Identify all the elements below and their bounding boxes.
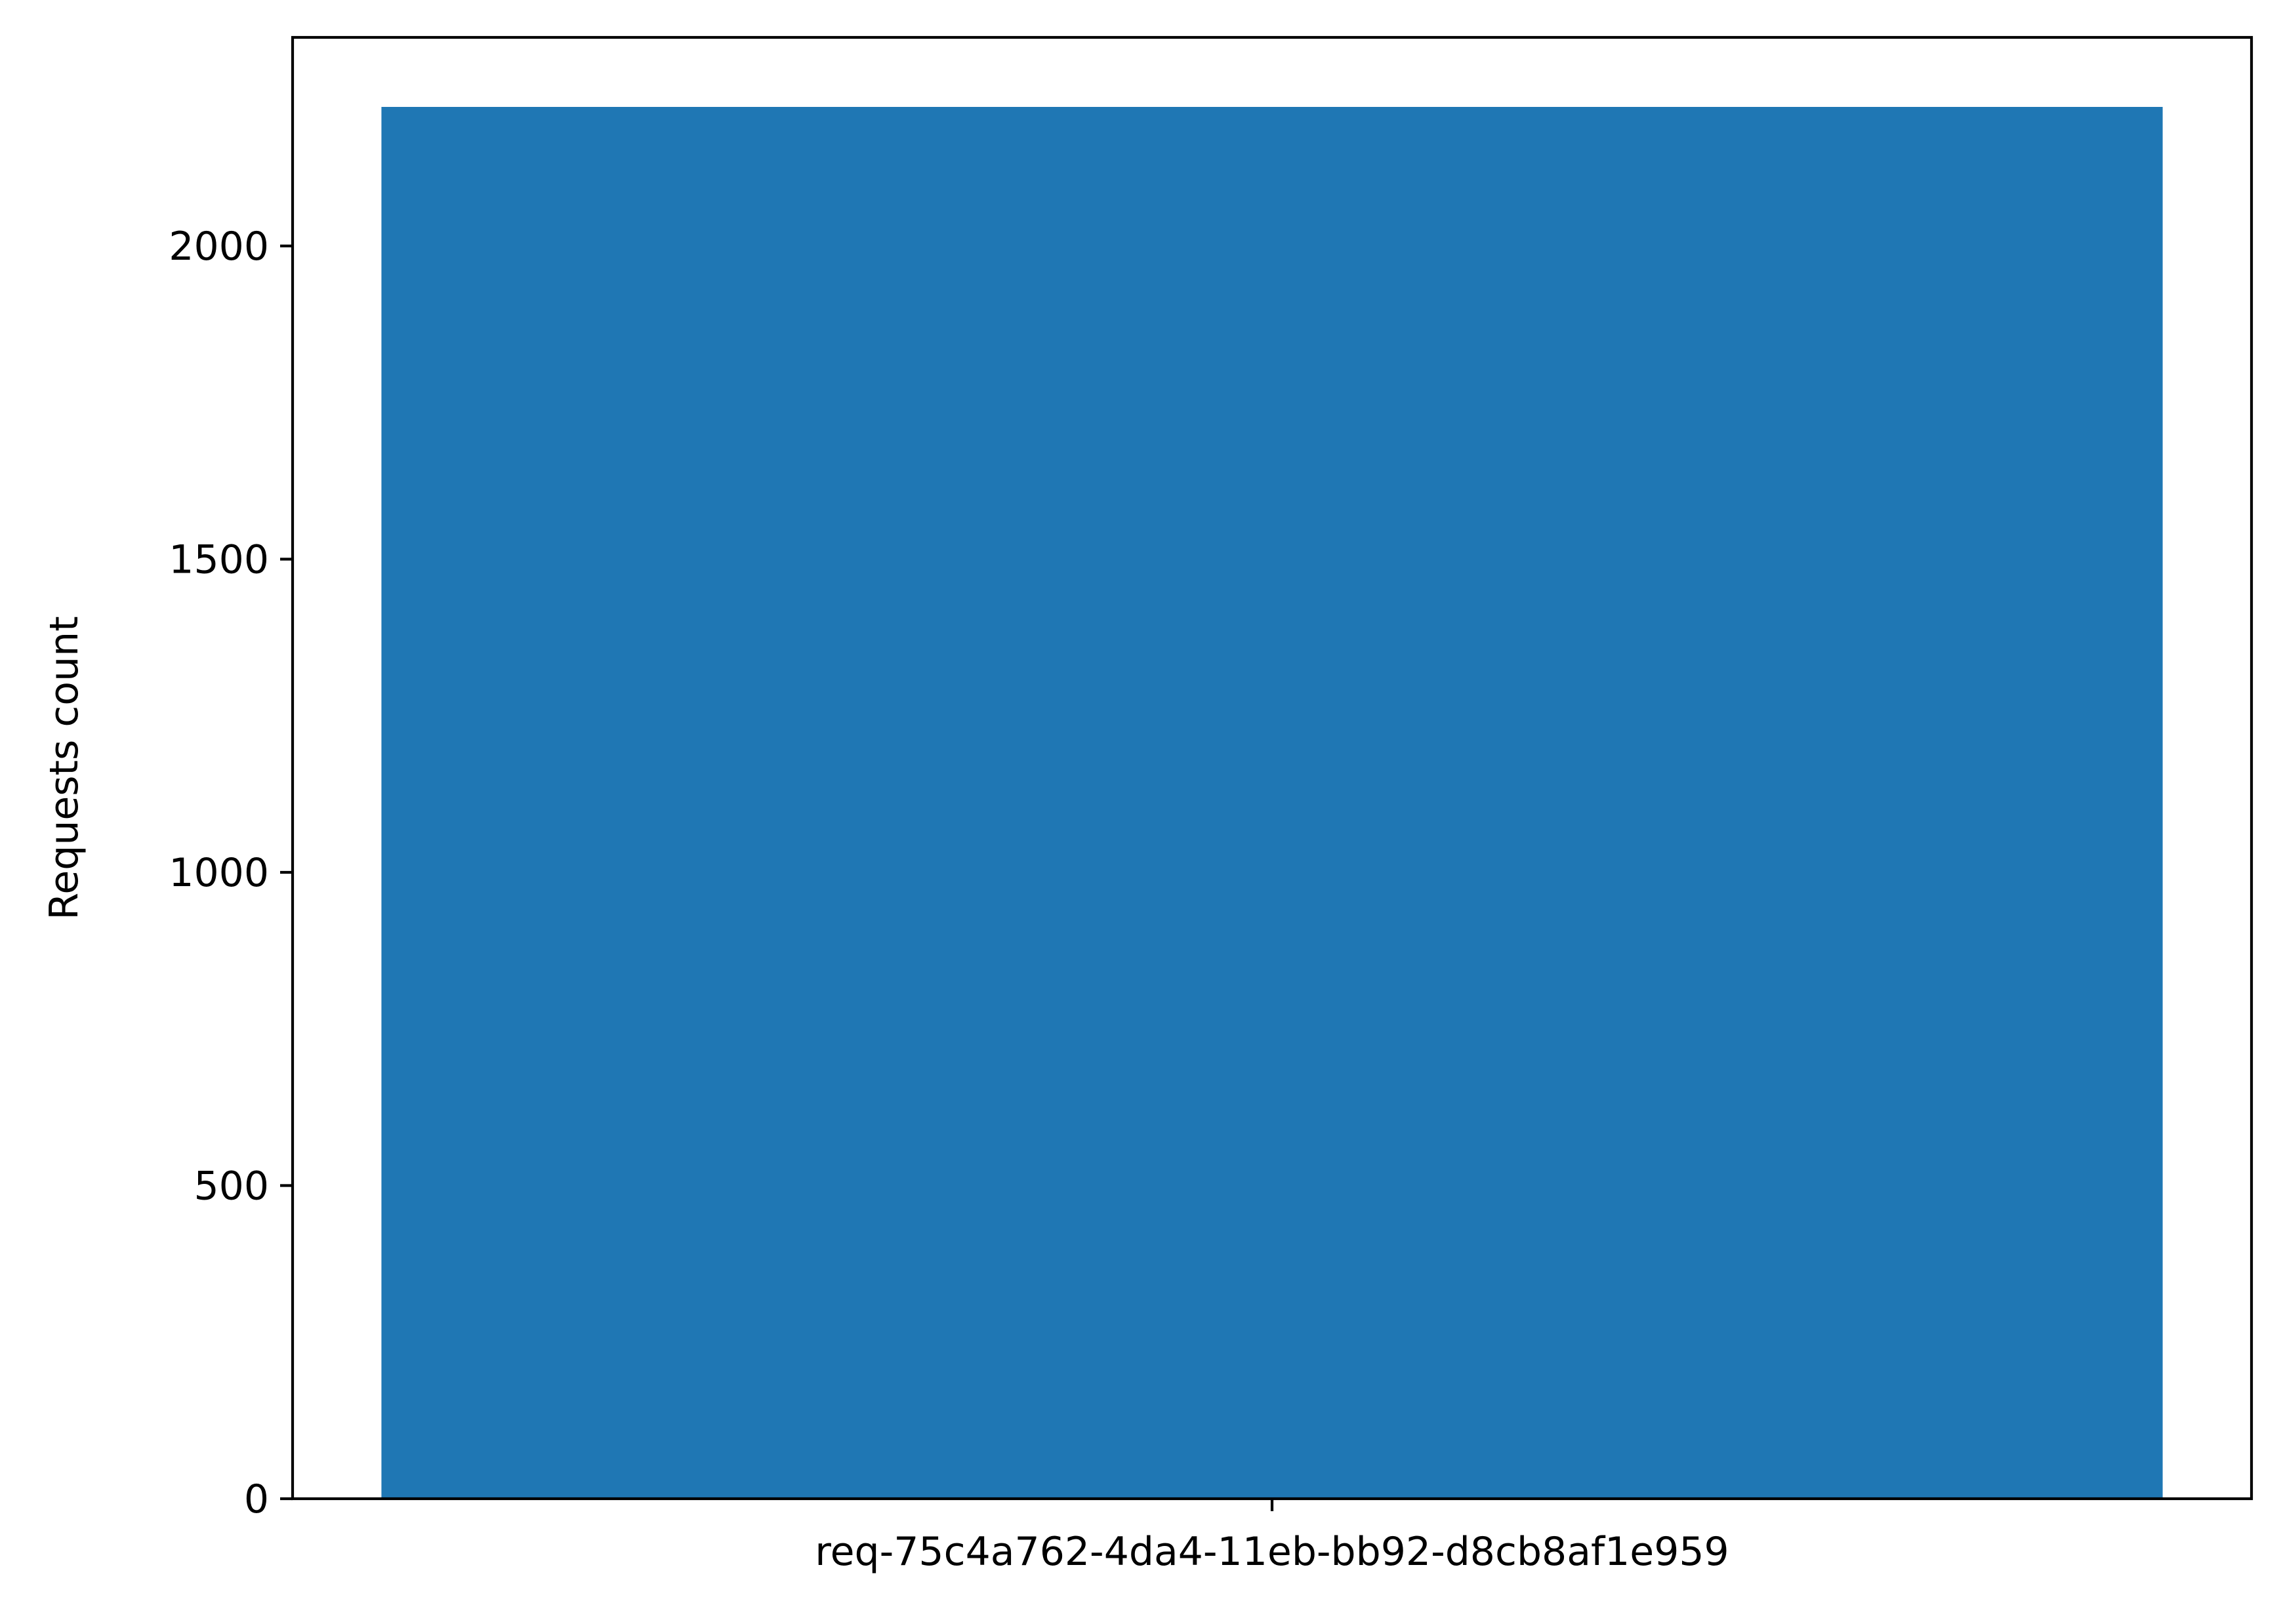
x-axis: req-75c4a762-4da4-11eb-bb92-d8cb8af1e959 xyxy=(815,1499,1729,1575)
bars xyxy=(381,107,2163,1499)
y-axis-label: Requests count xyxy=(41,616,87,920)
y-tick-label: 500 xyxy=(194,1164,269,1209)
y-tick-label: 1500 xyxy=(169,537,269,583)
x-tick-label: req-75c4a762-4da4-11eb-bb92-d8cb8af1e959 xyxy=(815,1529,1729,1575)
y-tick-label: 0 xyxy=(244,1476,269,1522)
bar xyxy=(381,107,2163,1499)
y-tick-label: 1000 xyxy=(169,850,269,896)
y-tick-label: 2000 xyxy=(169,224,269,270)
y-axis: 0 500 1000 1500 2000 xyxy=(169,224,293,1522)
